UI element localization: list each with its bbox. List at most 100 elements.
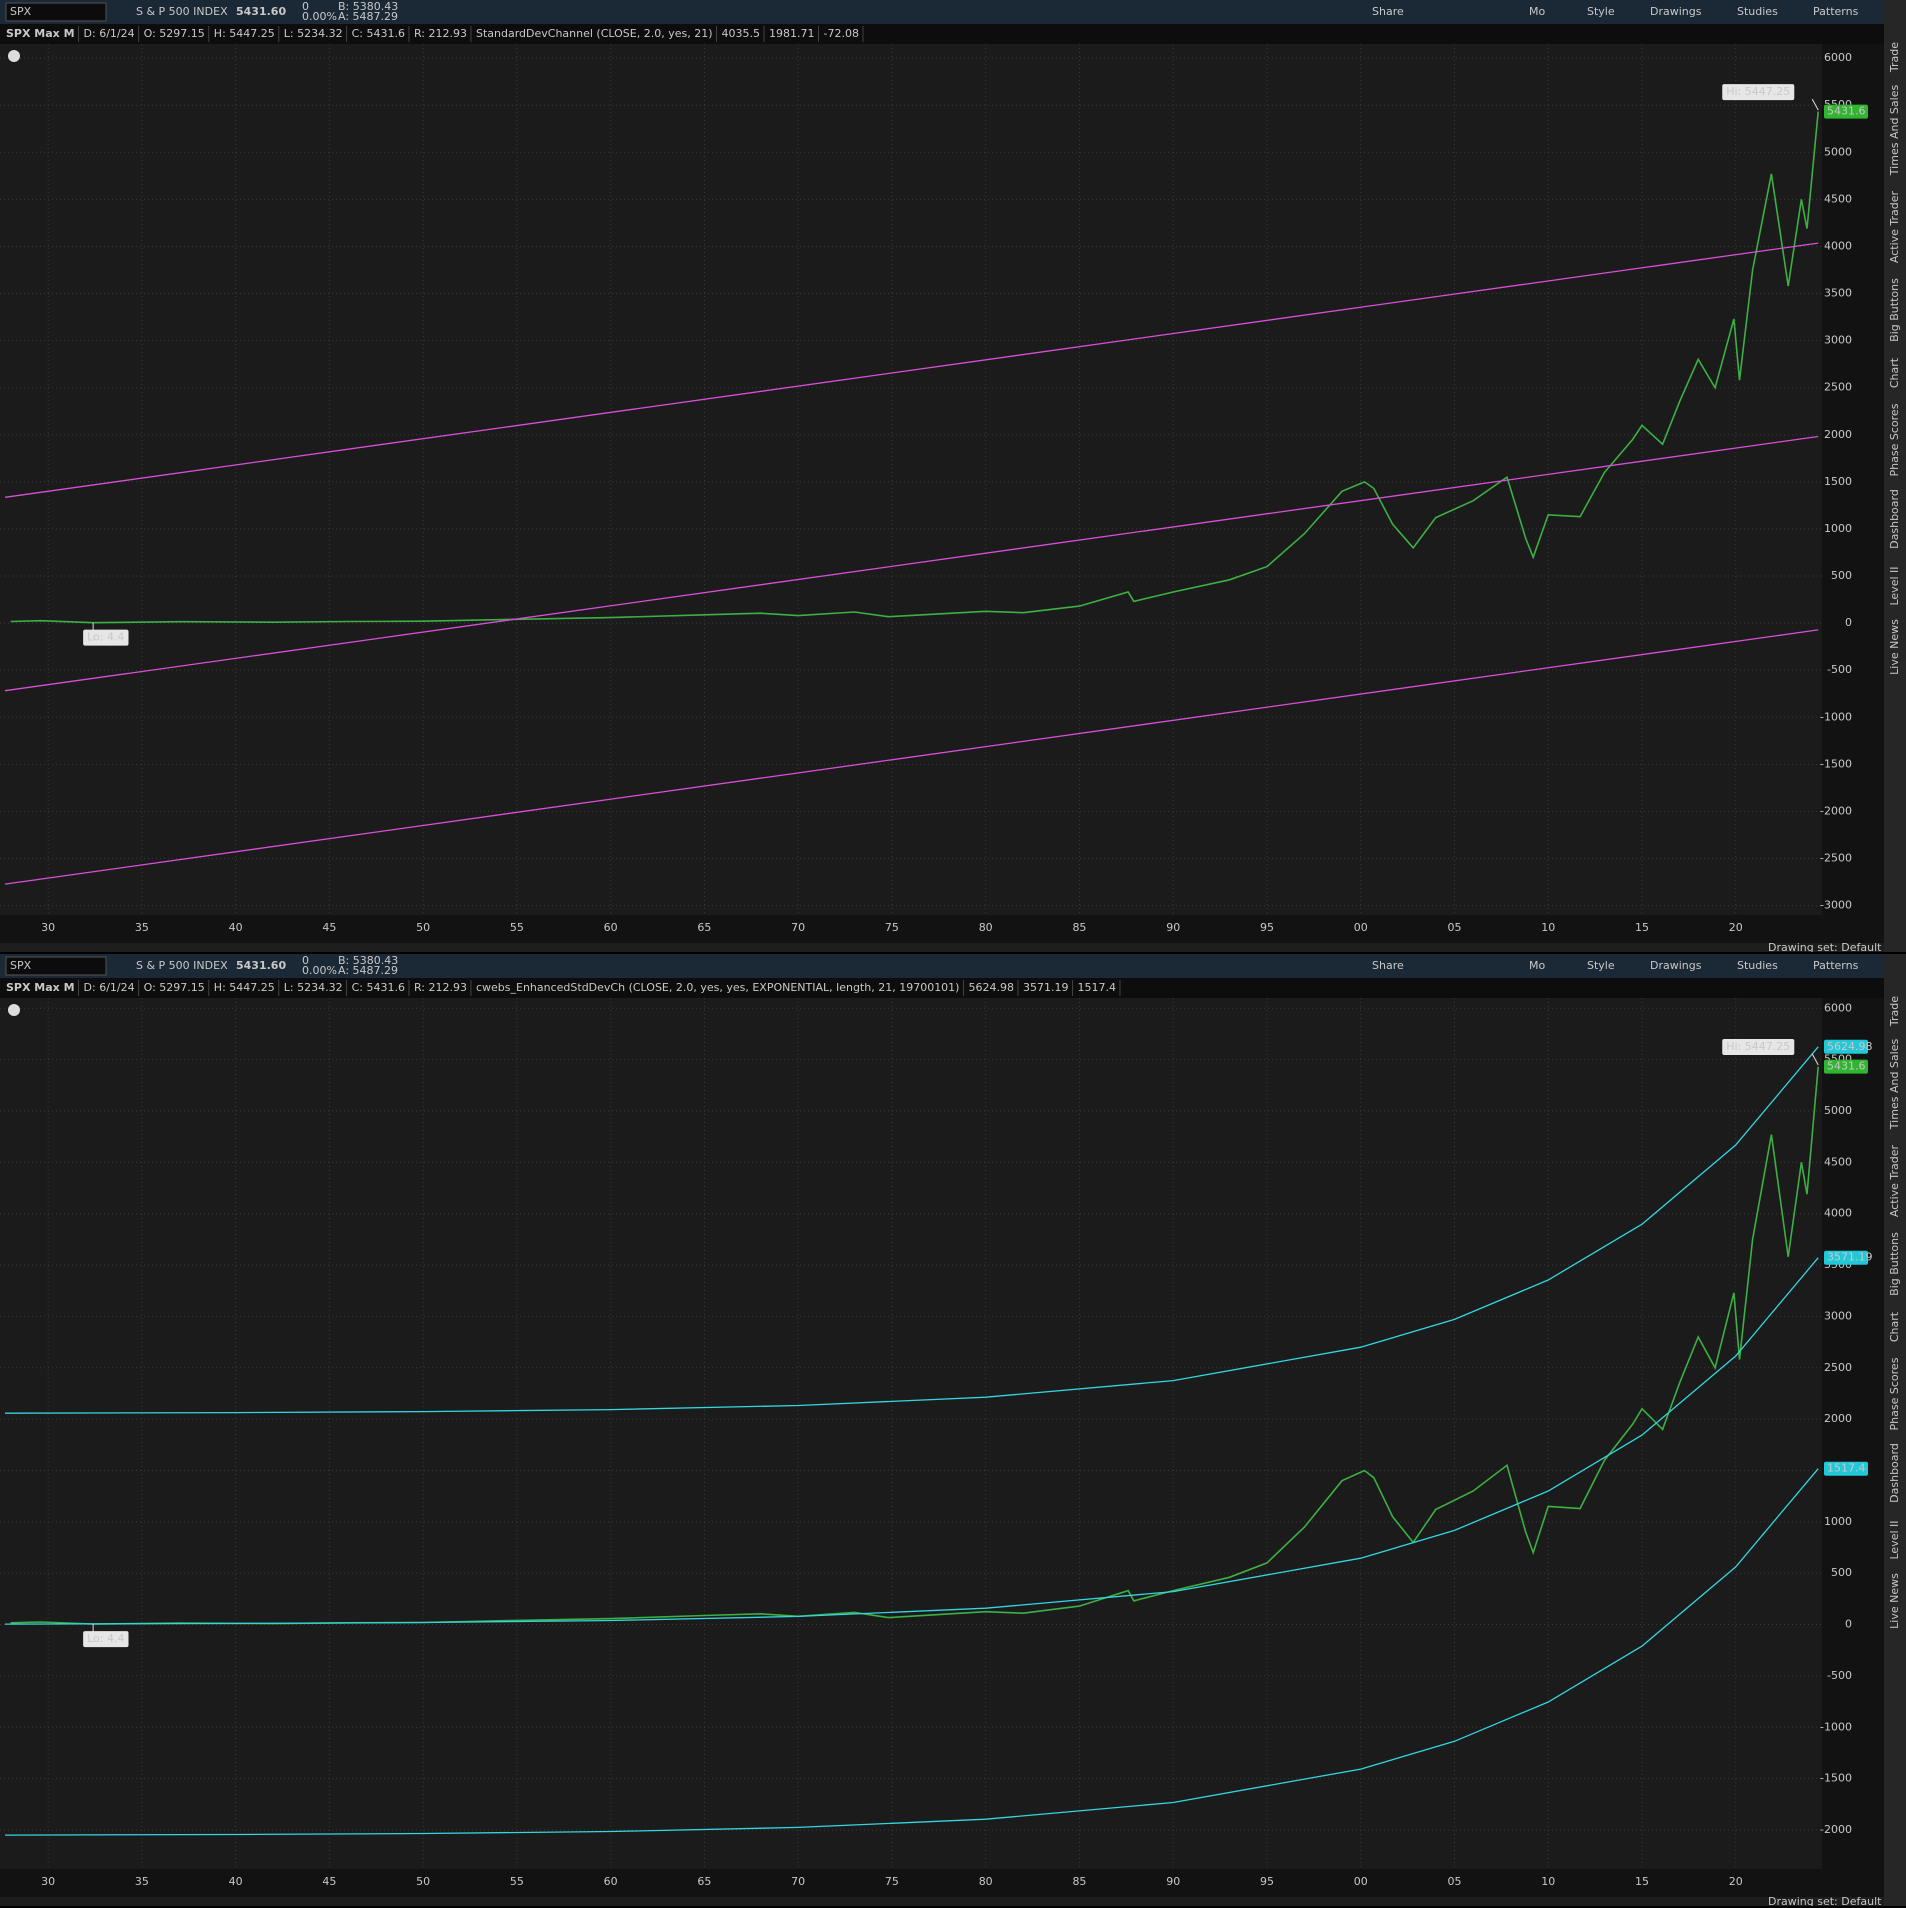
last-value-label: 5431.6	[1827, 1060, 1866, 1073]
sidebar-tab[interactable]: Times And Sales	[1888, 85, 1901, 177]
annotation-pointer	[1811, 1053, 1819, 1066]
sidebar-tab[interactable]: Times And Sales	[1888, 1039, 1901, 1131]
sidebar-tab[interactable]: Phase Scores	[1888, 1357, 1901, 1430]
symbol-box[interactable]	[5, 956, 107, 976]
y-tick-label: -2000	[1820, 1823, 1852, 1836]
chart-title: SPX Max M	[6, 981, 75, 994]
x-tick-label: 40	[229, 921, 243, 934]
y-tick-label: 6000	[1824, 1001, 1852, 1014]
toolbar-button[interactable]: Studies	[1737, 5, 1778, 18]
y-tick-label: -1000	[1820, 1720, 1852, 1733]
price-line	[10, 111, 1819, 624]
x-tick-label: 95	[1260, 921, 1274, 934]
bid: B: 5380.43	[338, 0, 398, 13]
x-tick-label: 60	[604, 1875, 618, 1888]
channel-line	[4, 1468, 1819, 1836]
sidebar-tab[interactable]: Trade	[1888, 42, 1901, 73]
y-tick-label: -500	[1827, 1669, 1852, 1682]
info-field: C: 5431.6	[352, 27, 405, 40]
scrollbar	[0, 1897, 1884, 1908]
annotation-label: Hi: 5447.25	[1726, 85, 1790, 98]
y-tick-label: 0	[1845, 616, 1852, 629]
last-price: 5431.60	[236, 959, 286, 972]
sidebar-tab[interactable]: Level II	[1888, 566, 1901, 605]
x-tick-label: 90	[1166, 921, 1180, 934]
toolbar-button[interactable]: Share	[1372, 959, 1404, 972]
toolbar-button[interactable]: Style	[1587, 5, 1615, 18]
y-tick-label: 4500	[1824, 192, 1852, 205]
last-value-badge	[1824, 1461, 1868, 1476]
info-field: L: 5234.32	[284, 27, 343, 40]
toolbar-button[interactable]: Studies	[1737, 959, 1778, 972]
annotation-label: Lo: 4.4	[87, 631, 124, 644]
y-tick-label: 2500	[1824, 1361, 1852, 1374]
y-tick-label: 1500	[1824, 475, 1852, 488]
x-tick-label: 00	[1354, 921, 1368, 934]
y-tick-label: 2000	[1824, 428, 1852, 441]
toolbar-button[interactable]: Patterns	[1813, 5, 1859, 18]
sidebar-tab[interactable]: Level II	[1888, 1520, 1901, 1559]
x-tick-label: 60	[604, 921, 618, 934]
x-tick-label: 05	[1447, 1875, 1461, 1888]
description: S & P 500 INDEX	[136, 5, 228, 18]
x-tick-label: 40	[229, 1875, 243, 1888]
x-tick-label: 45	[322, 921, 336, 934]
study-name: StandardDevChannel (CLOSE, 2.0, yes, 21)	[476, 27, 713, 40]
study-value: 3571.19	[1023, 981, 1069, 994]
chart-title: SPX Max M	[6, 27, 75, 40]
annotation-label: Lo: 4.4	[87, 1632, 124, 1645]
y-tick-label: 5000	[1824, 1104, 1852, 1117]
sidebar-tab[interactable]: Dashboard	[1888, 489, 1901, 549]
sidebar-tab[interactable]: Chart	[1888, 357, 1901, 388]
y-tick-label: 1000	[1824, 1515, 1852, 1528]
x-tick-label: 75	[885, 921, 899, 934]
footer: Drawing set: Default	[1768, 1895, 1882, 1908]
y-tick-label: -1500	[1820, 757, 1852, 770]
annotation-pointer	[1811, 98, 1819, 111]
annotation-label: Hi: 5447.25	[1726, 1040, 1790, 1053]
sidebar-tab[interactable]: Dashboard	[1888, 1443, 1901, 1503]
sidebar-tab[interactable]: Big Buttons	[1888, 278, 1901, 342]
toolbar-button[interactable]: Share	[1372, 5, 1404, 18]
symbol-box[interactable]	[5, 2, 107, 22]
sidebar-tab[interactable]: Trade	[1888, 996, 1901, 1027]
alert-icon[interactable]	[8, 50, 20, 62]
plot-area	[0, 44, 1822, 915]
toolbar-button[interactable]: Drawings	[1650, 5, 1702, 18]
last-value-badge	[1824, 1250, 1868, 1265]
toolbar-button[interactable]: Style	[1587, 959, 1615, 972]
x-tick-label: 30	[41, 1875, 55, 1888]
price-line	[10, 1066, 1819, 1625]
toolbar-button[interactable]: Drawings	[1650, 959, 1702, 972]
alert-icon[interactable]	[8, 1004, 20, 1016]
sidebar-tab[interactable]: Big Buttons	[1888, 1232, 1901, 1296]
sidebar-tab[interactable]: Live News	[1888, 1573, 1901, 1629]
x-tick-label: 20	[1729, 921, 1743, 934]
sidebar-tab[interactable]: Live News	[1888, 619, 1901, 675]
info-bar	[0, 24, 1884, 44]
sidebar-tab[interactable]: Active Trader	[1888, 1144, 1901, 1217]
annotation-box	[1722, 84, 1795, 101]
channel-line	[4, 242, 1819, 498]
y-tick-label: -1000	[1820, 710, 1852, 723]
sidebar-tab[interactable]: Phase Scores	[1888, 403, 1901, 476]
toolbar	[0, 0, 1906, 24]
last-value-label: 3571.19	[1827, 1251, 1873, 1264]
toolbar-button[interactable]: Patterns	[1813, 959, 1859, 972]
study-value: 5624.98	[968, 981, 1014, 994]
y-tick-label: 3000	[1824, 334, 1852, 347]
toolbar-button[interactable]: Mo	[1529, 959, 1545, 972]
symbol: SPX	[10, 5, 32, 18]
sidebar-tab[interactable]: Active Trader	[1888, 190, 1901, 263]
y-tick-label: -1500	[1820, 1772, 1852, 1785]
x-tick-label: 90	[1166, 1875, 1180, 1888]
study-value: 4035.5	[722, 27, 761, 40]
x-tick-label: 10	[1541, 921, 1555, 934]
channel-line	[4, 629, 1819, 885]
y-tick-label: 2000	[1824, 1412, 1852, 1425]
y-tick-label: 500	[1831, 569, 1852, 582]
toolbar-button[interactable]: Mo	[1529, 5, 1545, 18]
sidebar-tab[interactable]: Chart	[1888, 1311, 1901, 1342]
study-value: 1981.71	[769, 27, 815, 40]
x-tick-label: 55	[510, 1875, 524, 1888]
